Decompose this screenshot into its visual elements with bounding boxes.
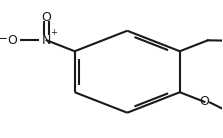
Text: O: O [7, 34, 17, 47]
Text: −: − [0, 32, 8, 45]
Text: N: N [42, 34, 51, 47]
Text: +: + [50, 28, 57, 37]
Text: O: O [42, 11, 52, 24]
Text: O: O [199, 95, 209, 108]
